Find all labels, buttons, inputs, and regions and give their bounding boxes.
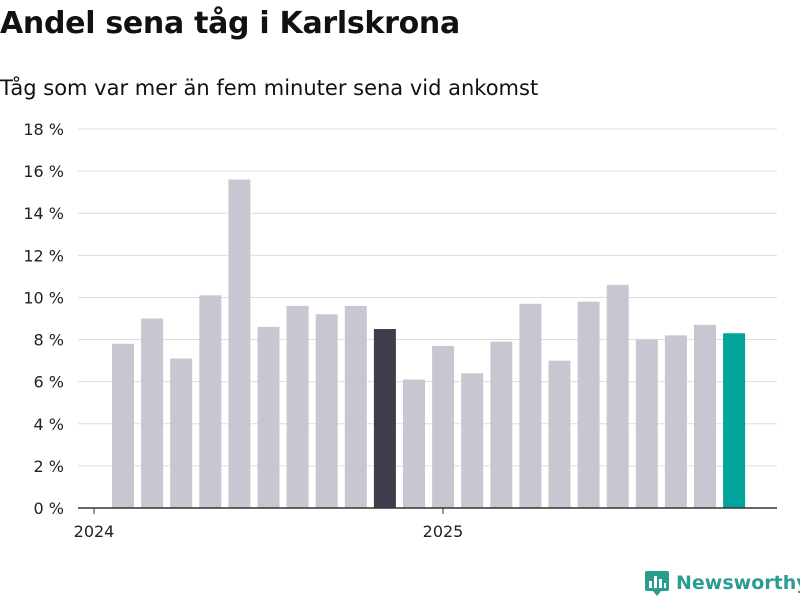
bar [548, 360, 571, 508]
bar [461, 373, 484, 508]
bar [344, 305, 367, 508]
x-tick-label: 2024 [74, 522, 115, 541]
bar [112, 343, 134, 508]
y-tick-label: 18 % [23, 120, 64, 139]
y-tick-label: 14 % [23, 204, 64, 223]
chart-title: Andel sena tåg i Karlskrona [0, 6, 460, 41]
y-tick-label: 12 % [23, 246, 64, 265]
bar [286, 305, 309, 508]
bar [315, 314, 338, 508]
bar [257, 326, 280, 508]
bar [199, 295, 222, 508]
bar [373, 329, 396, 508]
bar [228, 179, 251, 509]
newsworthy-logo: Newsworthy [644, 570, 800, 596]
chart-subtitle: Tåg som var mer än fem minuter sena vid … [0, 76, 539, 100]
bar [723, 333, 746, 508]
y-tick-label: 4 % [34, 415, 64, 434]
y-tick-label: 6 % [34, 373, 64, 392]
brand-name: Newsworthy [676, 572, 800, 594]
y-tick-label: 0 % [34, 499, 64, 518]
y-tick-label: 8 % [34, 331, 64, 350]
bar [170, 358, 193, 508]
bar-chart-logo-icon [645, 571, 669, 596]
bar [664, 335, 687, 508]
y-tick-label: 10 % [23, 288, 64, 307]
bar [635, 339, 658, 508]
bar [519, 303, 542, 508]
y-tick-label: 16 % [23, 162, 64, 181]
bar [432, 345, 455, 508]
bar [577, 301, 600, 508]
bar [490, 341, 513, 508]
x-tick-label: 2025 [423, 522, 464, 541]
bar [694, 324, 716, 508]
bar [141, 318, 164, 508]
bar [403, 379, 425, 508]
y-tick-label: 2 % [34, 457, 64, 476]
bar [606, 284, 629, 508]
